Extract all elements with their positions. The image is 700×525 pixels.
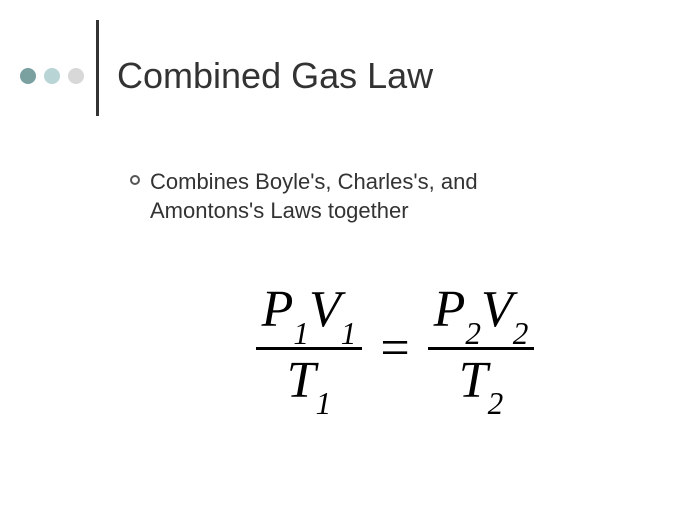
equation-left-numerator: P1V1 bbox=[256, 281, 363, 345]
slide-header: Combined Gas Law bbox=[0, 0, 700, 116]
dot-3 bbox=[68, 68, 84, 84]
dot-2 bbox=[44, 68, 60, 84]
dot-1 bbox=[20, 68, 36, 84]
bullet-circle-icon bbox=[130, 175, 140, 185]
equation-left-fraction: P1V1 T1 bbox=[256, 281, 363, 415]
equation-right-fraction: P2V2 T2 bbox=[428, 281, 535, 415]
equals-sign: = bbox=[380, 319, 409, 378]
bullet-item: Combines Boyle's, Charles's, and Amonton… bbox=[130, 168, 700, 225]
equation-left-denominator: T1 bbox=[281, 352, 338, 416]
vertical-divider bbox=[96, 20, 99, 116]
slide-title: Combined Gas Law bbox=[117, 55, 433, 97]
decorative-dots bbox=[20, 68, 84, 84]
equation-right-numerator: P2V2 bbox=[428, 281, 535, 345]
combined-gas-law-equation: P1V1 T1 = P2V2 T2 bbox=[90, 281, 700, 415]
equation-right-denominator: T2 bbox=[453, 352, 510, 416]
slide-content: Combines Boyle's, Charles's, and Amonton… bbox=[0, 116, 700, 416]
bullet-text: Combines Boyle's, Charles's, and Amonton… bbox=[150, 168, 590, 225]
